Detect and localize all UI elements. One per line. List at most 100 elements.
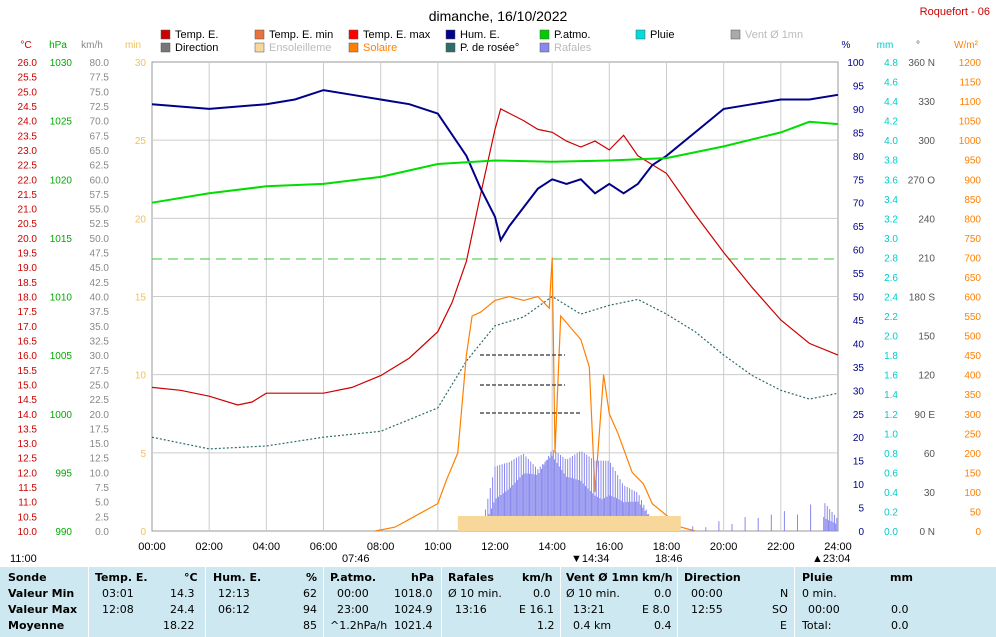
gust-max-time: 13:16 — [455, 603, 487, 616]
time-tick: 04:00 — [253, 541, 281, 553]
rain-unit-label: mm — [877, 40, 894, 51]
rain-axis-tick: 3.8 — [884, 156, 898, 167]
solar-axis-tick: 900 — [964, 175, 981, 186]
humidity-axis-tick: 5 — [858, 504, 864, 515]
humidity-axis-tick: 55 — [853, 269, 865, 280]
temp-axis-tick: 15.5 — [18, 366, 38, 377]
wind-axis-tick: 77.5 — [90, 73, 110, 84]
legend-swatch — [539, 42, 550, 53]
wind-axis-tick: 62.5 — [90, 161, 110, 172]
pressure-axis-tick: 1015 — [50, 234, 73, 245]
time-tick: 02:00 — [195, 541, 223, 553]
header-temp-unit: °C — [184, 571, 198, 584]
hum-unit-label: % — [842, 40, 851, 51]
legend-swatch — [348, 42, 359, 53]
time-tick: 20:00 — [710, 541, 738, 553]
solar-axis-tick: 750 — [964, 234, 981, 245]
temp-axis-tick: 16.5 — [18, 336, 38, 347]
rain-axis-tick: 2.0 — [884, 332, 898, 343]
pressure-axis-tick: 1025 — [50, 117, 73, 128]
row-label-min: Valeur Min — [8, 587, 75, 600]
legend-swatch — [635, 29, 646, 40]
time-tick: 00:00 — [138, 541, 166, 553]
pressure-axis-tick: 1030 — [50, 58, 73, 69]
temp-axis-tick: 15.0 — [18, 380, 38, 391]
wind-axis-tick: 80.0 — [90, 58, 110, 69]
press-min-value: 1018.0 — [394, 587, 433, 600]
rain-axis-tick: 3.4 — [884, 195, 898, 206]
humidity-axis-tick: 85 — [853, 128, 865, 139]
sun-axis-tick: 15 — [135, 293, 147, 304]
humidity-axis-tick: 50 — [853, 293, 865, 304]
legend-swatch — [730, 29, 741, 40]
humidity-axis-tick: 75 — [853, 175, 865, 186]
temp-axis-tick: 19.5 — [18, 249, 38, 260]
rain-duration: 0 min. — [802, 587, 837, 600]
header-temp: Temp. E. — [95, 571, 148, 584]
wind-axis-tick: 57.5 — [90, 190, 110, 201]
sun-axis-tick: 30 — [135, 58, 147, 69]
humidity-axis-tick: 30 — [853, 386, 865, 397]
time-tick: 08:00 — [367, 541, 395, 553]
legend-swatch — [445, 29, 456, 40]
solar-axis-tick: 1050 — [959, 117, 982, 128]
press-trend: ^1.2hPa/h — [330, 619, 388, 632]
temp-axis-tick: 21.5 — [18, 190, 38, 201]
hum-mean-value: 85 — [303, 619, 317, 632]
solar-axis-tick: 550 — [964, 312, 981, 323]
solar-unit-label: W/m² — [954, 40, 979, 51]
wind-axis-tick: 12.5 — [90, 454, 110, 465]
solar-axis-tick: 600 — [964, 293, 981, 304]
sunset-label: 18:46 — [655, 553, 683, 565]
temp-axis-tick: 25.0 — [18, 87, 38, 98]
legend-swatch — [445, 42, 456, 53]
press-min-time: 00:00 — [337, 587, 369, 600]
temp-axis-tick: 11.5 — [18, 483, 37, 494]
press-max-value: 1024.9 — [394, 603, 433, 616]
wind-axis-tick: 0.0 — [95, 527, 109, 538]
hum-max-value: 94 — [303, 603, 317, 616]
wind-axis-tick: 65.0 — [90, 146, 110, 157]
rain-max-time: 00:00 — [808, 603, 840, 616]
temp-unit-label: °C — [20, 40, 31, 51]
temp-axis-tick: 18.0 — [18, 293, 38, 304]
rain-axis-tick: 1.8 — [884, 351, 898, 362]
temp-axis-tick: 22.5 — [18, 161, 38, 172]
wind-axis-tick: 35.0 — [90, 322, 110, 333]
wind-axis-tick: 27.5 — [90, 366, 110, 377]
pressure-axis-tick: 990 — [55, 527, 72, 538]
header-rain-unit: mm — [890, 571, 913, 584]
sun-axis-tick: 25 — [135, 136, 147, 147]
hum-min-time: 12:13 — [218, 587, 250, 600]
rain-axis-tick: 0.0 — [884, 527, 898, 538]
temp-axis-tick: 22.0 — [18, 175, 38, 186]
direction-axis-tick: 300 — [918, 136, 935, 147]
wind-axis-tick: 50.0 — [90, 234, 110, 245]
temp-min-time: 03:01 — [102, 587, 134, 600]
direction-axis-tick: 30 — [924, 488, 936, 499]
legend-label: Pluie — [650, 29, 674, 41]
row-label-mean: Moyenne — [8, 619, 65, 632]
temp-axis-tick: 26.0 — [18, 58, 38, 69]
direction-axis-tick: 120 — [918, 371, 935, 382]
legend-label: Temp. E. min — [269, 29, 333, 41]
gust-min-label: Ø 10 min. — [448, 587, 502, 600]
direction-axis-tick: 90 E — [914, 410, 935, 421]
wind-axis-tick: 60.0 — [90, 175, 110, 186]
rain-axis-tick: 4.8 — [884, 58, 898, 69]
temp-axis-tick: 12.0 — [18, 468, 38, 479]
noon-label: ▼14:34 — [571, 553, 609, 565]
solar-axis-tick: 400 — [964, 371, 981, 382]
moonset-label: ▲23:04 — [812, 553, 850, 565]
legend-label: Temp. E. max — [363, 29, 431, 41]
solar-axis-tick: 350 — [964, 390, 981, 401]
wind-max-value: E 8.0 — [642, 603, 670, 616]
moonrise-label: 11:00 — [10, 553, 37, 565]
direction-axis-tick: 330 — [918, 97, 935, 108]
wind-axis-tick: 15.0 — [90, 439, 110, 450]
temp-axis-tick: 20.5 — [18, 219, 38, 230]
solar-axis-tick: 1000 — [959, 136, 982, 147]
series-solaire — [374, 257, 696, 532]
temp-axis-tick: 14.5 — [18, 395, 38, 406]
humidity-axis-tick: 15 — [853, 457, 865, 468]
